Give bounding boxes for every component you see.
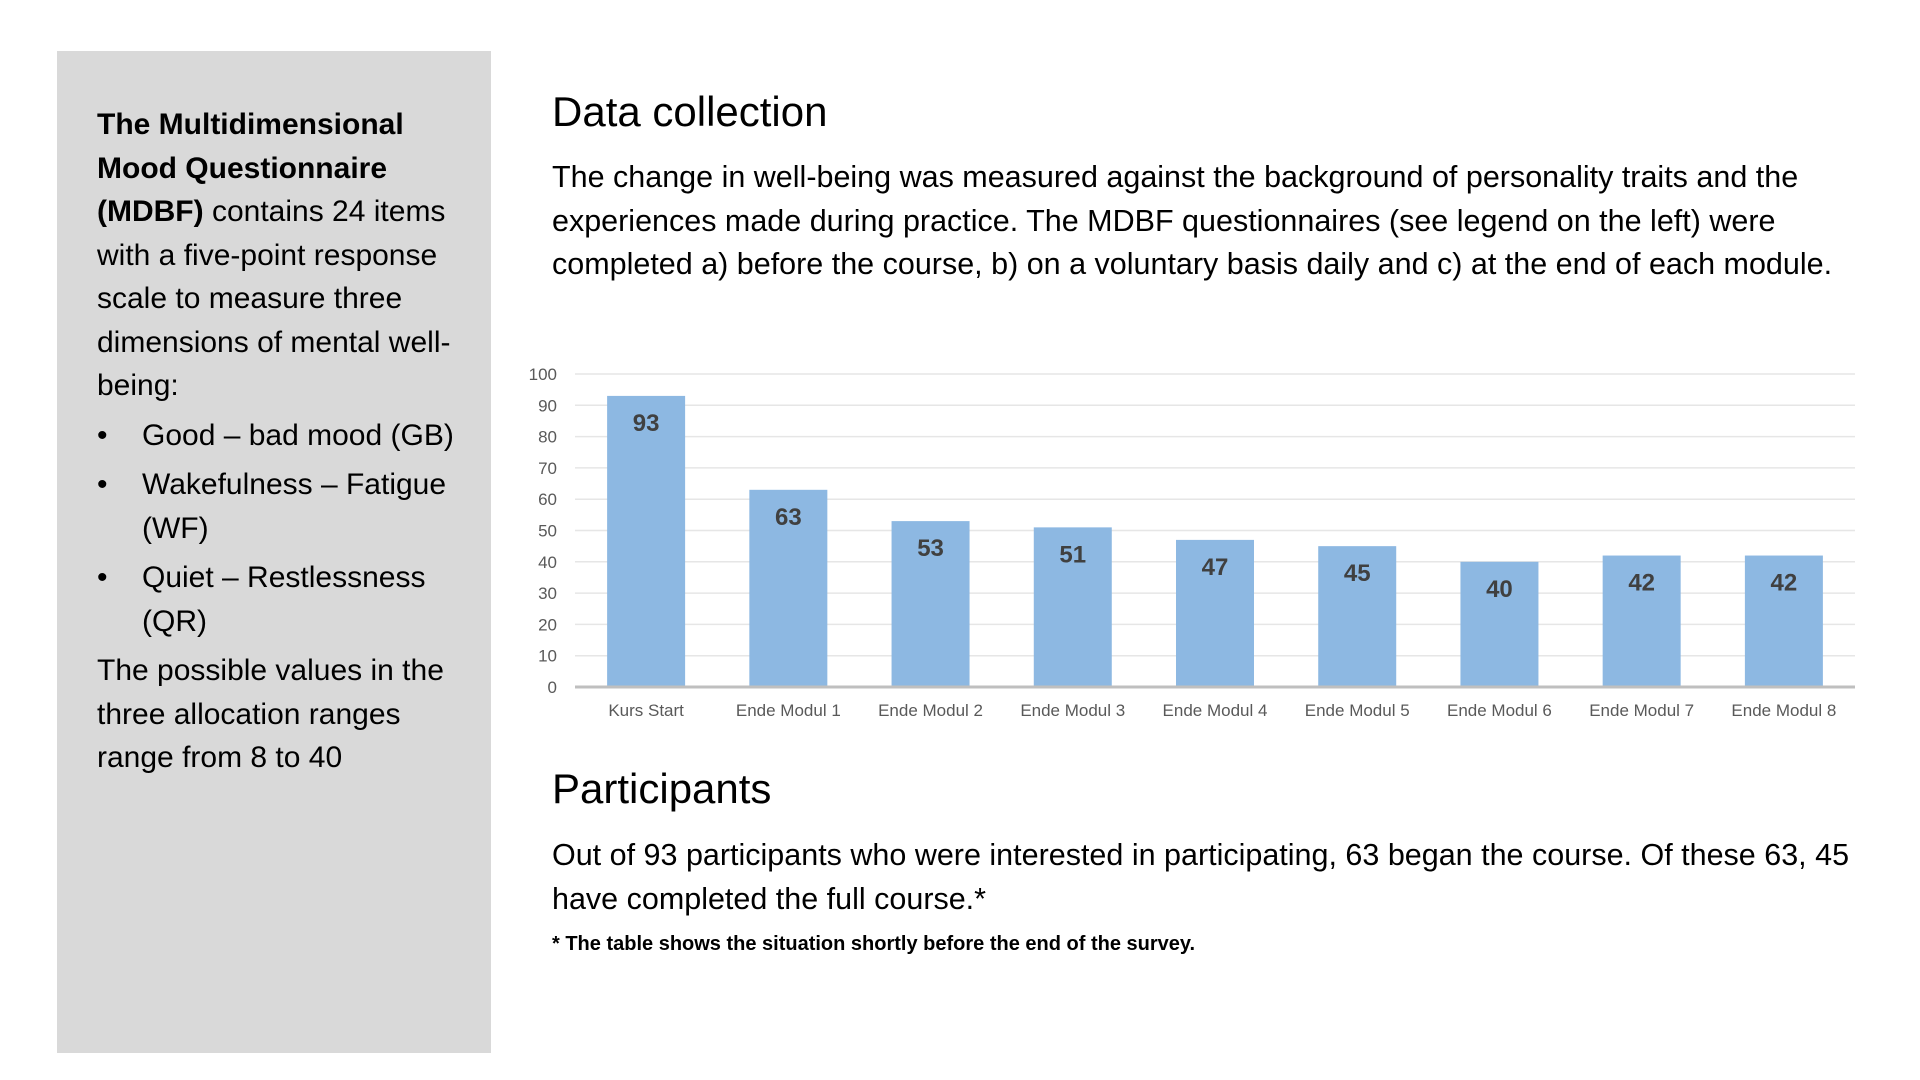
x-tick-label: Ende Modul 8 (1731, 701, 1836, 720)
data-label: 45 (1344, 560, 1371, 587)
bar (1318, 546, 1397, 687)
bar (1033, 527, 1112, 687)
data-label: 53 (917, 535, 944, 562)
data-collection-title: Data collection (552, 88, 828, 135)
bar (1602, 555, 1681, 687)
x-tick-label: Ende Modul 6 (1447, 701, 1552, 720)
bar (1460, 561, 1539, 687)
participants-text: Out of 93 participants who were interest… (552, 838, 1850, 916)
sidebar-outro: The possible values in the three allocat… (97, 654, 444, 774)
y-tick-label: 100 (529, 365, 557, 384)
y-tick-label: 70 (538, 459, 557, 478)
data-label: 63 (775, 504, 802, 531)
dimension-list: Good – bad mood (GB) Wakefulness – Fatig… (97, 414, 477, 644)
y-tick-label: 90 (538, 396, 557, 415)
data-label: 42 (1771, 570, 1798, 597)
data-collection-text: The change in well-being was measured ag… (552, 160, 1833, 281)
data-label: 40 (1486, 576, 1513, 603)
data-label: 51 (1059, 541, 1086, 568)
y-tick-label: 50 (538, 522, 557, 541)
sidebar-intro: The Multidimensional Mood Questionnaire … (97, 103, 477, 408)
y-tick-label: 30 (538, 584, 557, 603)
x-tick-label: Ende Modul 1 (736, 701, 841, 720)
dimension-item: Good – bad mood (GB) (97, 414, 477, 458)
x-tick-label: Ende Modul 2 (878, 701, 983, 720)
sidebar-intro-rest: contains 24 items with a five-point resp… (97, 195, 451, 402)
y-tick-label: 40 (538, 553, 557, 572)
y-tick-label: 60 (538, 490, 557, 509)
x-tick-label: Kurs Start (608, 701, 684, 720)
bar (1744, 555, 1823, 687)
sidebar-text: The Multidimensional Mood Questionnaire … (97, 103, 477, 780)
x-tick-label: Ende Modul 4 (1163, 701, 1268, 720)
sidebar-intro-bold: The Multidimensional Mood Questionnaire … (97, 108, 404, 228)
bar (749, 489, 828, 687)
x-tick-label: Ende Modul 5 (1305, 701, 1410, 720)
x-tick-label: Ende Modul 7 (1589, 701, 1694, 720)
bar (1176, 539, 1254, 687)
participants-title: Participants (552, 765, 772, 812)
footnote: * The table shows the situation shortly … (552, 933, 1196, 955)
data-label: 93 (633, 410, 660, 437)
x-tick-label: Ende Modul 3 (1020, 701, 1125, 720)
y-tick-label: 80 (538, 428, 557, 447)
y-tick-label: 20 (538, 615, 557, 634)
sidebar-panel: The Multidimensional Mood Questionnaire … (57, 51, 491, 1053)
bar (607, 395, 686, 687)
bar (891, 521, 970, 687)
bar-chart: 0 10 20 30 40 50 60 70 80 90 100 93 Kurs Start 63 Ende… (529, 365, 1855, 720)
data-label: 42 (1628, 570, 1655, 597)
data-label: 47 (1202, 554, 1229, 581)
dimension-item: Quiet – Restlessness (QR) (97, 556, 477, 643)
y-tick-label: 0 (548, 678, 557, 697)
dimension-item: Wakefulness – Fatigue (WF) (97, 463, 477, 550)
y-tick-label: 10 (538, 647, 557, 666)
